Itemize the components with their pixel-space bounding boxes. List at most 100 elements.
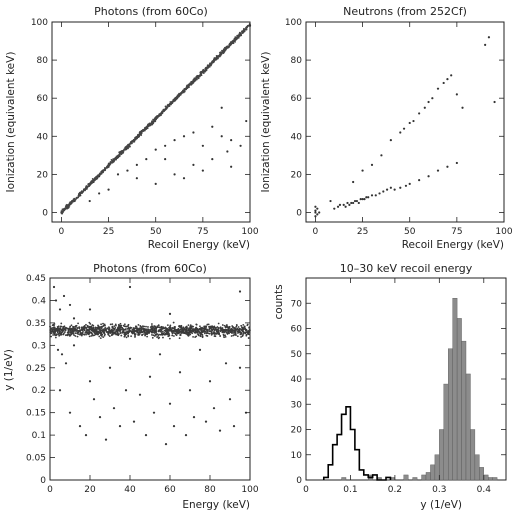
scatter-point — [124, 331, 127, 334]
scatter-point — [436, 169, 440, 172]
y-tick-label: 0.25 — [26, 364, 46, 374]
scatter-point — [92, 324, 95, 327]
scatter-point — [99, 329, 101, 332]
x-axis-label: Recoil Energy (keV) — [402, 239, 504, 251]
scatter-point — [226, 325, 228, 328]
scatter-point — [174, 96, 177, 99]
scatter-point — [104, 438, 108, 441]
scatter-point — [248, 326, 250, 329]
scatter-point — [119, 330, 121, 333]
scatter-point — [78, 327, 81, 330]
scatter-point — [214, 335, 217, 338]
scatter-point — [189, 326, 192, 328]
scatter-point — [238, 290, 242, 293]
scatter-point — [75, 324, 78, 327]
scatter-point — [174, 333, 177, 336]
scatter-point — [173, 173, 176, 176]
scatter-point — [224, 335, 227, 338]
scatter-point — [147, 326, 149, 328]
scatter-point — [102, 322, 104, 325]
scatter-point — [154, 327, 157, 329]
scatter-point — [147, 330, 149, 332]
scatter-point — [182, 326, 185, 329]
scatter-point — [431, 97, 434, 100]
scatter-point — [69, 325, 72, 328]
scatter-point — [151, 336, 154, 339]
histogram-bar — [465, 373, 471, 481]
scatter-point — [240, 34, 243, 37]
scatter-point — [245, 26, 247, 29]
scatter-point — [184, 326, 187, 329]
scatter-point — [84, 188, 87, 191]
scatter-point — [234, 327, 237, 330]
scatter-point — [316, 213, 319, 216]
scatter-point — [103, 167, 106, 170]
scatter-point — [216, 330, 219, 332]
scatter-point — [69, 201, 72, 204]
scatter-point — [224, 330, 226, 332]
scatter-point — [221, 324, 224, 326]
histogram-bar — [448, 348, 453, 481]
scatter-point — [178, 324, 181, 327]
scatter-point — [178, 337, 181, 340]
scatter-point — [63, 208, 66, 210]
scatter-point — [88, 185, 91, 187]
scatter-point — [209, 64, 211, 67]
scatter-point — [218, 332, 220, 334]
scatter-point — [226, 150, 229, 153]
scatter-point — [212, 407, 216, 410]
scatter-point — [201, 333, 204, 336]
x-axis-label: y (1/eV) — [420, 499, 462, 511]
scatter-point — [209, 62, 211, 65]
scatter-point — [151, 333, 153, 336]
scatter-point — [455, 93, 458, 96]
scatter-point — [230, 41, 233, 44]
scatter-point — [171, 332, 174, 335]
scatter-point — [230, 335, 233, 337]
scatter-point — [245, 28, 248, 31]
scatter-point — [63, 331, 66, 333]
scatter-points — [49, 285, 251, 446]
scatter-point — [182, 177, 186, 180]
scatter-point — [201, 169, 204, 172]
scatter-point — [221, 331, 224, 334]
scatter-point — [64, 334, 67, 337]
scatter-point — [154, 325, 157, 328]
scatter-point — [164, 326, 167, 329]
scatter-point — [70, 324, 73, 327]
scatter-point — [211, 125, 214, 128]
scatter-point — [49, 329, 52, 331]
scatter-point — [166, 106, 169, 109]
scatter-point — [111, 326, 114, 329]
scatter-point — [199, 335, 202, 338]
scatter-point — [399, 186, 402, 189]
scatter-point — [125, 145, 128, 148]
scatter-point — [442, 81, 445, 85]
chart-title: Photons (from 60Co) — [94, 5, 208, 18]
scatter-point — [245, 333, 248, 336]
scatter-point — [367, 196, 370, 199]
y-axis-label: Ionization (equivalent keV) — [5, 52, 17, 193]
scatter-point — [380, 154, 383, 157]
scatter-point — [97, 324, 99, 327]
scatter-point — [242, 323, 245, 326]
scatter-point — [193, 331, 196, 334]
scatter-point — [222, 334, 225, 337]
scatter-point — [98, 416, 102, 419]
scatter-point — [137, 331, 140, 334]
scatter-point — [162, 326, 164, 329]
scatter-point — [241, 334, 244, 337]
scatter-point — [237, 34, 240, 37]
scatter-point — [54, 299, 58, 302]
scatter-point — [212, 326, 215, 328]
scatter-point — [160, 326, 163, 329]
y-tick-label: 0.3 — [32, 341, 46, 351]
scatter-point — [218, 333, 221, 336]
scatter-point — [112, 407, 116, 410]
scatter-point — [166, 328, 169, 331]
scatter-point — [177, 332, 180, 335]
scatter-point — [137, 323, 140, 326]
scatter-point — [83, 324, 86, 327]
scatter-point — [237, 332, 239, 334]
scatter-point — [199, 328, 202, 330]
